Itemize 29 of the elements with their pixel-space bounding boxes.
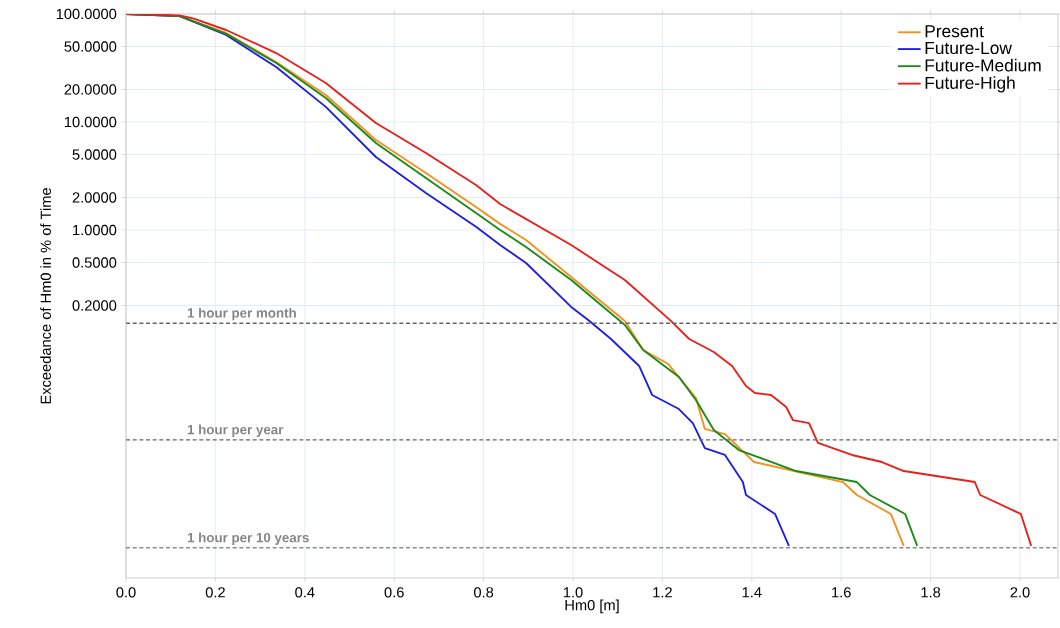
- y-tick-label: 2.0000: [72, 192, 117, 203]
- y-tick-label: 10.0000: [64, 116, 117, 128]
- x-tick-label: 0.8: [473, 587, 494, 598]
- y-tick-label: 0.2000: [72, 300, 117, 311]
- legend-label: Present: [925, 25, 984, 38]
- x-tick-label: 0.6: [384, 587, 404, 598]
- x-tick-label: 1.8: [921, 587, 941, 598]
- x-tick-label: 2.0: [1010, 587, 1030, 598]
- x-tick-label: 1.4: [742, 587, 762, 598]
- y-tick-label: 5.0000: [72, 149, 117, 160]
- x-tick-label: 0.2: [205, 587, 225, 598]
- x-tick-label: 1.2: [653, 587, 672, 598]
- y-tick-label: 100.0000: [56, 8, 117, 20]
- y-tick-label: 20.0000: [64, 84, 117, 95]
- y-axis-title: Exceedance of Hm0 in % of Time: [40, 188, 51, 404]
- y-tick-label: 0.5000: [72, 257, 117, 268]
- x-tick-label: 1.0: [563, 587, 583, 598]
- x-axis-title: Hm0 [m]: [565, 599, 619, 614]
- x-tick-label: 1.6: [832, 587, 851, 598]
- ref-line-label: 1 hour per month: [187, 307, 296, 321]
- legend-label: Future-High: [925, 76, 1015, 93]
- x-tick-label: 0.0: [116, 587, 136, 598]
- legend-label: Future-Low: [925, 42, 1012, 55]
- x-tick-label: 0.4: [295, 587, 315, 598]
- y-tick-label: 50.0000: [64, 41, 117, 52]
- ref-line-label: 1 hour per 10 years: [187, 532, 309, 545]
- ref-line-label: 1 hour per year: [187, 424, 284, 437]
- y-tick-label: 1.0000: [73, 224, 117, 236]
- legend-label: Future-Medium: [925, 58, 1041, 72]
